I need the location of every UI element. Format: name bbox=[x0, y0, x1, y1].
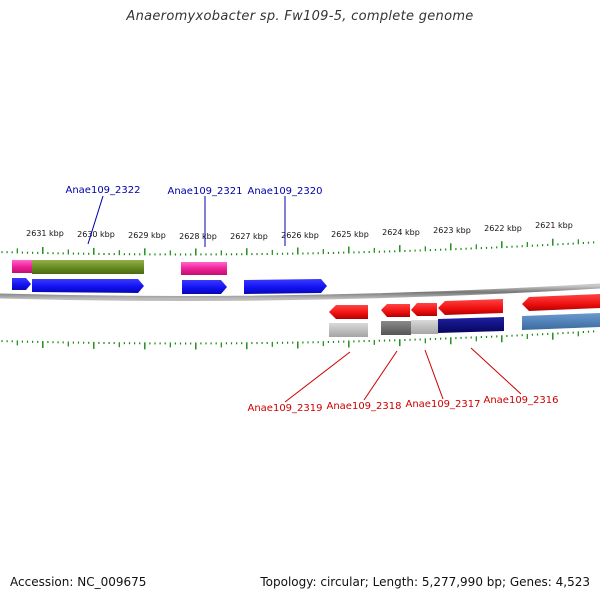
scale-label: 2625 kbp bbox=[331, 230, 369, 239]
gene-feature-magenta[interactable] bbox=[181, 262, 227, 275]
gene-feature-steel[interactable] bbox=[522, 313, 600, 330]
gene-labels-top: Anae109_2322 Anae109_2321 Anae109_2320 bbox=[66, 185, 323, 197]
gene-arrow-anae109-2317[interactable] bbox=[411, 303, 437, 316]
gene-label[interactable]: Anae109_2320 bbox=[248, 186, 323, 197]
scale-label: 2630 kbp bbox=[77, 230, 115, 239]
scale-label: 2621 kbp bbox=[535, 221, 573, 230]
scale-label: 2623 kbp bbox=[433, 226, 471, 235]
gene-label[interactable]: Anae109_2322 bbox=[66, 185, 141, 196]
gene-feature-grey[interactable] bbox=[411, 320, 438, 334]
scale-label: 2628 kbp bbox=[179, 232, 217, 241]
gene-arrow-forward[interactable] bbox=[12, 278, 31, 290]
gene-arrow-anae109-2320[interactable] bbox=[244, 279, 327, 294]
scale-ticks-top bbox=[1, 238, 595, 256]
reverse-strand-genes bbox=[329, 294, 600, 337]
gene-feature-grey[interactable] bbox=[329, 323, 368, 337]
scale-label: 2627 kbp bbox=[230, 232, 268, 241]
scale-label: 2626 kbp bbox=[281, 231, 319, 240]
leader-lines-top bbox=[87, 195, 286, 247]
gene-feature-olive[interactable] bbox=[32, 260, 144, 274]
scale-labels: 2631 kbp 2630 kbp 2629 kbp 2628 kbp 2627… bbox=[26, 221, 573, 241]
genome-title: Anaeromyxobacter sp. Fw109-5, complete g… bbox=[126, 9, 474, 24]
gene-arrow-anae109-2319[interactable] bbox=[329, 305, 368, 319]
scale-label: 2622 kbp bbox=[484, 224, 522, 233]
gene-feature-dark-grey[interactable] bbox=[381, 321, 411, 335]
gene-label[interactable]: Anae109_2316 bbox=[484, 395, 559, 406]
gene-arrow-anae109-2316[interactable] bbox=[438, 299, 503, 315]
gene-arrow-anae109-2321[interactable] bbox=[182, 280, 227, 294]
scale-label: 2624 kbp bbox=[382, 228, 420, 237]
genome-backbone bbox=[0, 283, 600, 301]
gene-feature-magenta[interactable] bbox=[12, 260, 33, 273]
gene-label[interactable]: Anae109_2317 bbox=[406, 399, 481, 410]
gene-arrow-anae109-2318[interactable] bbox=[381, 304, 410, 317]
gene-label[interactable]: Anae109_2318 bbox=[327, 401, 402, 412]
accession-text: Accession: NC_009675 bbox=[10, 575, 147, 589]
scale-label: 2629 kbp bbox=[128, 231, 166, 240]
gene-arrow-reverse[interactable] bbox=[522, 294, 600, 311]
gene-labels-bottom: Anae109_2319 Anae109_2318 Anae109_2317 A… bbox=[248, 395, 559, 414]
gene-label[interactable]: Anae109_2319 bbox=[248, 403, 323, 414]
scale-label: 2631 kbp bbox=[26, 229, 64, 238]
forward-strand-genes bbox=[12, 260, 327, 294]
gene-arrow-anae109-2322[interactable] bbox=[32, 279, 144, 293]
gene-label[interactable]: Anae109_2321 bbox=[168, 186, 243, 197]
scale-ticks-bottom bbox=[1, 330, 595, 350]
gene-feature-navy[interactable] bbox=[438, 317, 504, 333]
leader-lines-bottom bbox=[284, 347, 522, 403]
genome-summary-text: Topology: circular; Length: 5,277,990 bp… bbox=[260, 575, 590, 589]
